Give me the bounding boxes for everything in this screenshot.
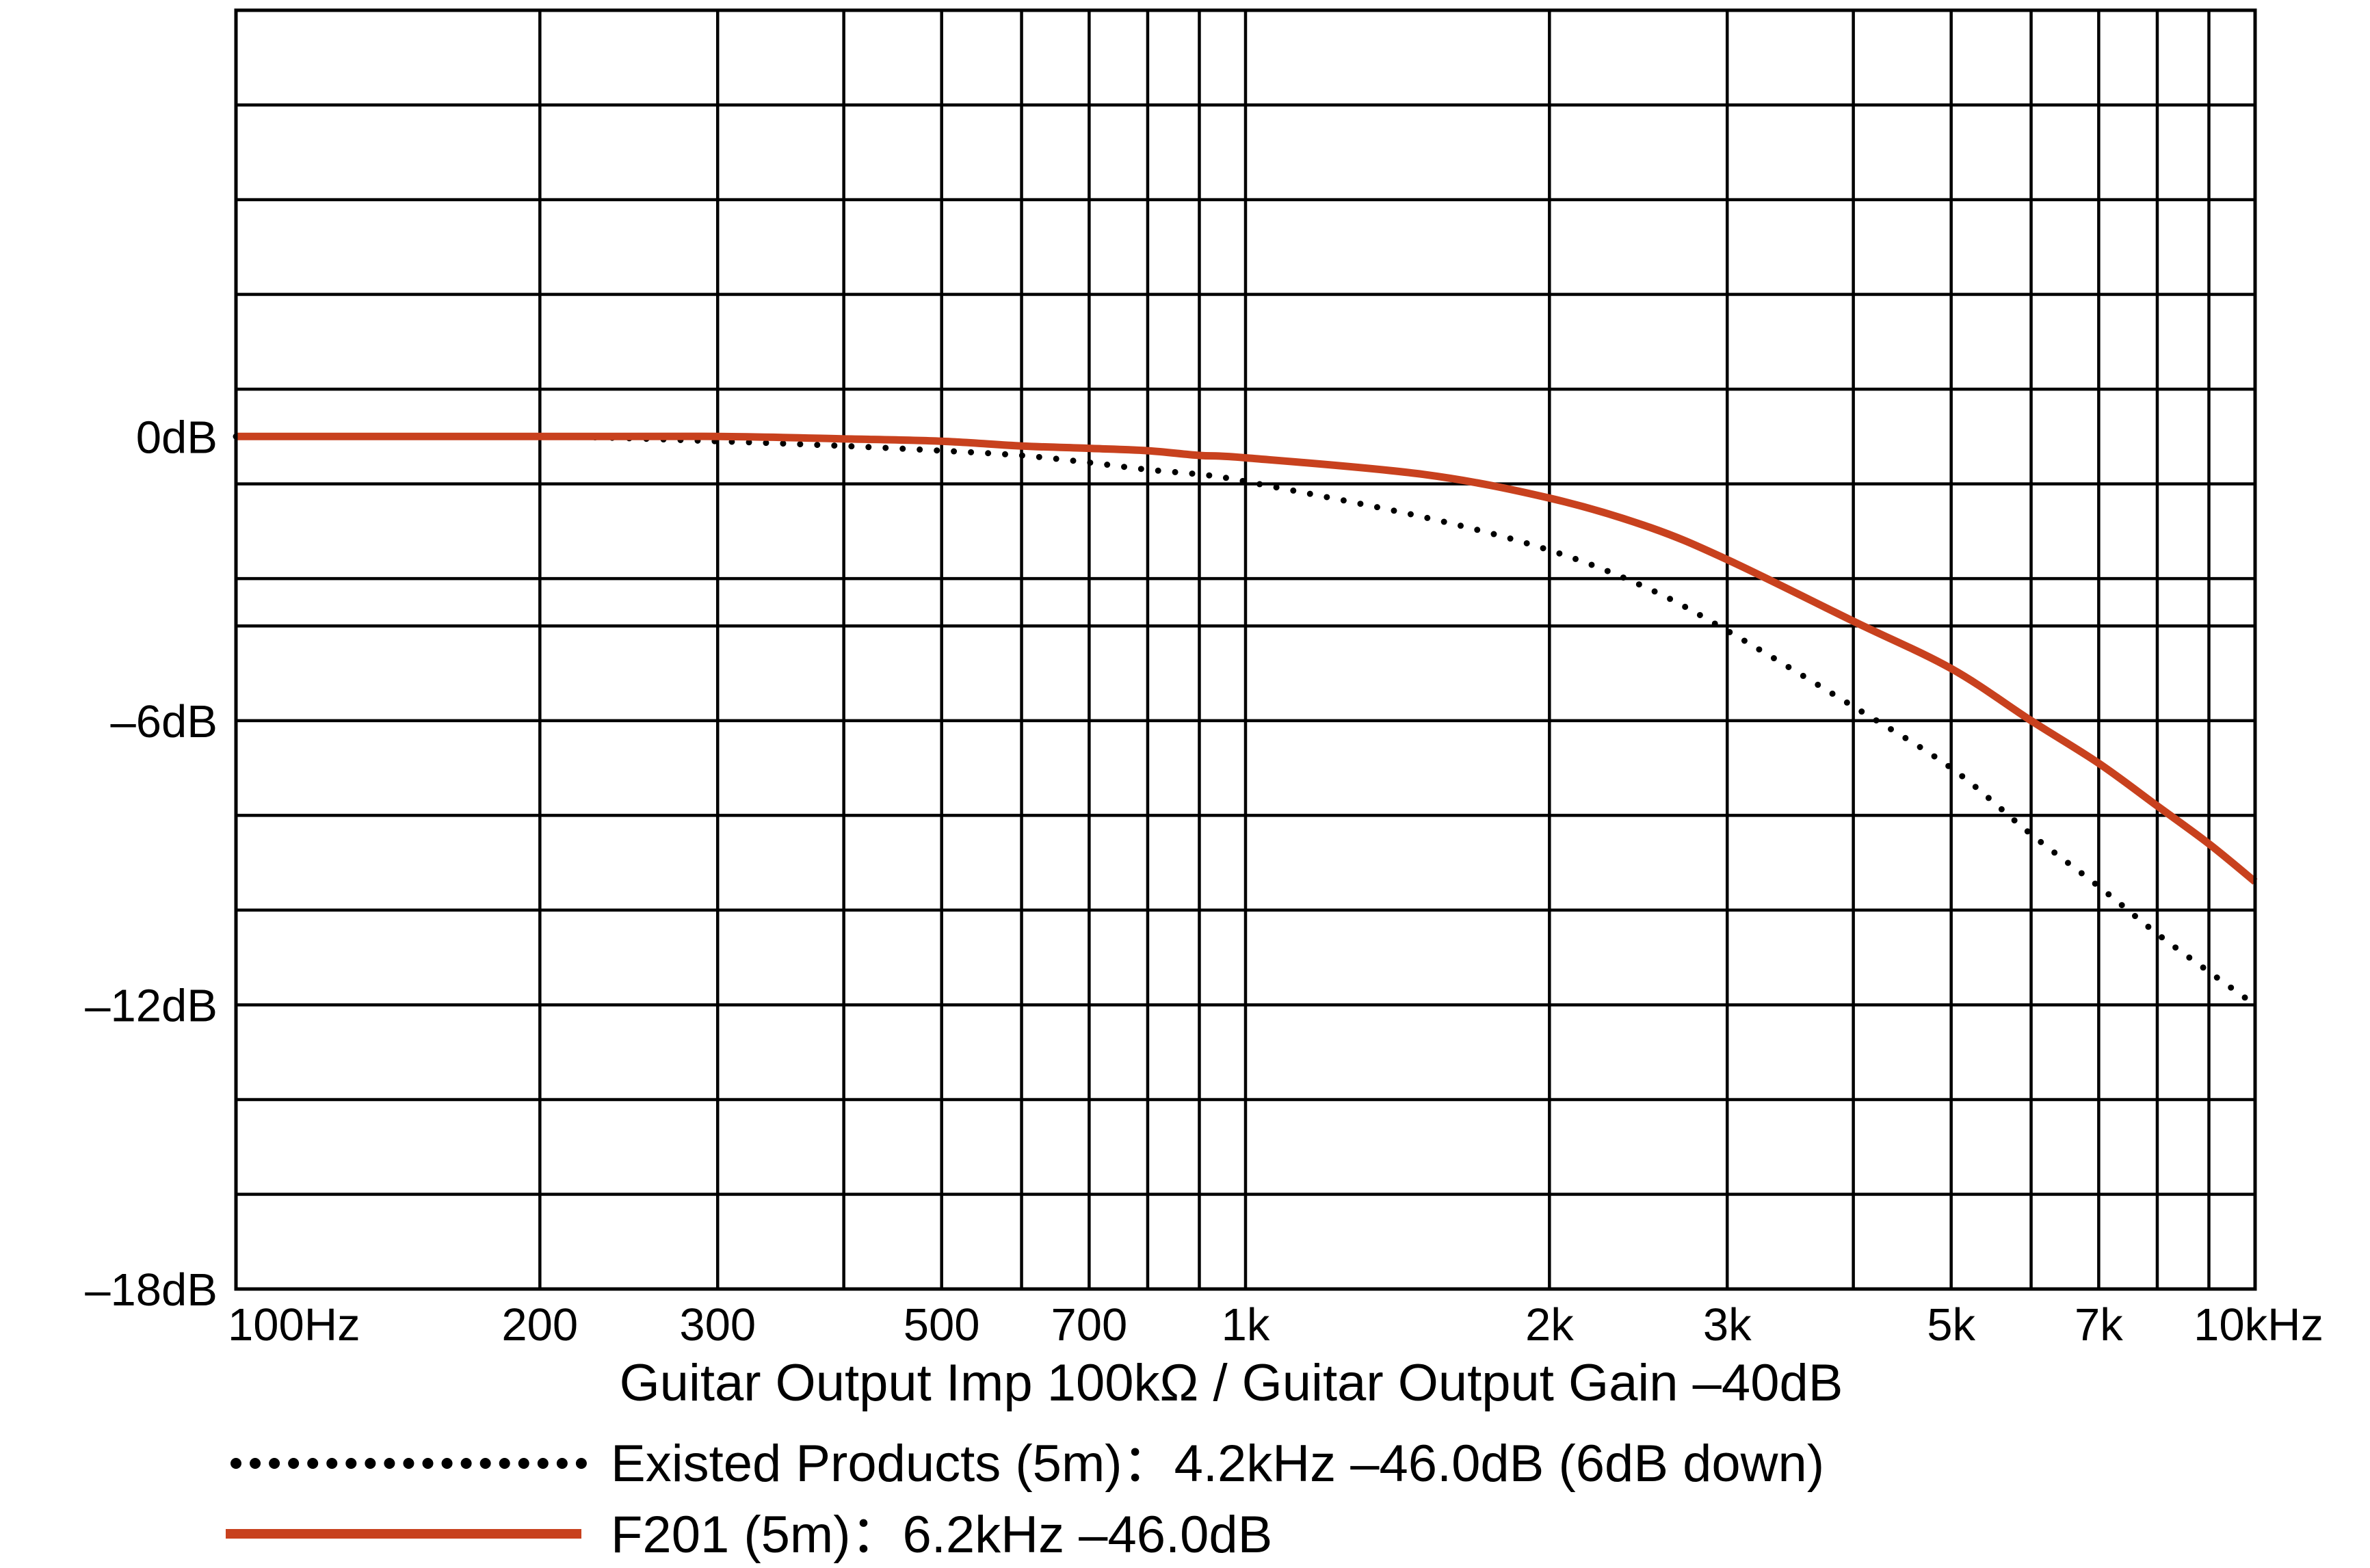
series-line-existed-products xyxy=(233,433,2259,1008)
y-tick-label: –12dB xyxy=(85,980,218,1031)
legend-label-f201: F201 (5m)：6.2kHz –46.0dB xyxy=(611,1506,1272,1564)
x-tick-label: 5k xyxy=(1927,1299,1975,1351)
x-tick-label: 10kHz xyxy=(2194,1299,2323,1351)
x-tick-label: 700 xyxy=(1051,1299,1127,1351)
legend-item-f201: F201 (5m)：6.2kHz –46.0dB xyxy=(226,1506,1272,1564)
x-tick-label: 100Hz xyxy=(228,1299,360,1351)
y-tick-label: –6dB xyxy=(111,696,218,747)
x-tick-label: 7k xyxy=(2075,1299,2123,1351)
x-tick-label: 200 xyxy=(501,1299,578,1351)
y-tick-label: 0dB xyxy=(136,412,218,463)
y-axis-ticks: 0dB –6dB –12dB –18dB xyxy=(85,412,218,1316)
y-tick-label: –18dB xyxy=(85,1264,218,1316)
x-axis-ticks: 100Hz 200 300 500 700 1k 2k 3k 5k 7k 10kHz xyxy=(228,1299,2323,1351)
x-tick-label: 300 xyxy=(679,1299,756,1351)
series-group xyxy=(233,432,2259,1008)
grid xyxy=(234,8,2257,1291)
legend-item-existed-products: Existed Products (5m)：4.2kHz –46.0dB (6d… xyxy=(231,1435,1824,1493)
series-line-f201 xyxy=(236,432,2258,885)
x-tick-label: 500 xyxy=(904,1299,980,1351)
x-tick-label: 3k xyxy=(1703,1299,1752,1351)
x-tick-label: 2k xyxy=(1525,1299,1574,1351)
x-tick-label: 1k xyxy=(1222,1299,1270,1351)
legend-label-existed-products: Existed Products (5m)：4.2kHz –46.0dB (6d… xyxy=(611,1435,1824,1493)
x-axis-title: Guitar Output Imp 100kΩ / Guitar Output … xyxy=(620,1354,1843,1412)
plot-frame xyxy=(234,8,2257,1291)
legend: Existed Products (5m)：4.2kHz –46.0dB (6d… xyxy=(226,1435,1824,1564)
